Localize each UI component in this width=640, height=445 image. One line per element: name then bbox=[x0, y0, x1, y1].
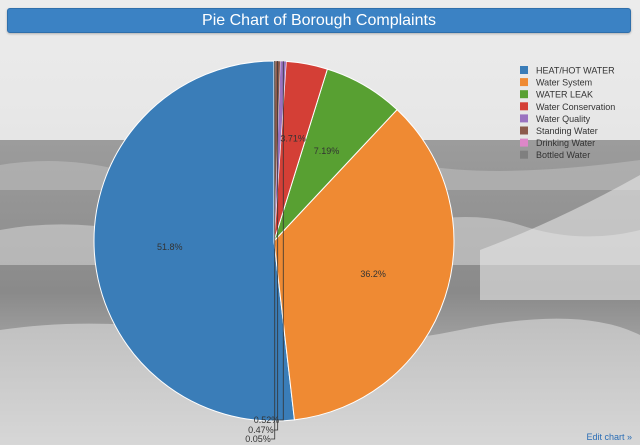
edit-chart-link[interactable]: Edit chart » bbox=[586, 432, 632, 442]
legend-label-water-system[interactable]: Water System bbox=[536, 78, 592, 88]
legend: HEAT/HOT WATER Water System WATER LEAK Wate… bbox=[520, 66, 615, 160]
legend-label-drinking-water[interactable]: Drinking Water bbox=[536, 138, 595, 148]
legend-swatch-drinking-water bbox=[520, 138, 528, 147]
legend-swatch-water-quality bbox=[520, 114, 528, 123]
legend-swatch-bottled-water bbox=[520, 150, 528, 159]
slice-label-standing-water: 0.47% bbox=[248, 425, 274, 435]
pie-slice-water-system[interactable] bbox=[273, 108, 455, 421]
slice-label-drinking-water: 0.05% bbox=[245, 434, 271, 444]
legend-swatch-water-conservation bbox=[520, 102, 528, 111]
pie-slices bbox=[93, 60, 455, 422]
legend-label-standing-water[interactable]: Standing Water bbox=[536, 126, 598, 136]
slice-label-water-quality: 0.52% bbox=[254, 415, 280, 425]
slice-label-water-leak: 7.19% bbox=[314, 146, 340, 156]
slice-label-water-system: 36.2% bbox=[360, 269, 386, 279]
legend-swatch-heat-hot-water bbox=[520, 66, 528, 74]
legend-label-bottled-water[interactable]: Bottled Water bbox=[536, 150, 590, 160]
legend-label-heat-hot-water[interactable]: HEAT/HOT WATER bbox=[536, 66, 615, 76]
legend-label-water-quality[interactable]: Water Quality bbox=[536, 114, 591, 124]
pie-labels: 51.8% 36.2% 7.19% 3.71% 0.52%0.47%0.05% bbox=[157, 133, 386, 444]
slice-label-water-conservation: 3.71% bbox=[280, 133, 306, 143]
slice-label-heat-hot-water: 51.8% bbox=[157, 242, 183, 252]
pie-slice-heat-hot-water[interactable] bbox=[93, 60, 295, 422]
legend-swatch-water-leak bbox=[520, 90, 528, 99]
chart-title: Pie Chart of Borough Complaints bbox=[7, 8, 631, 33]
leader-line-water-quality bbox=[279, 61, 284, 421]
pie-leader-lines bbox=[270, 61, 284, 440]
leader-line-drinking-water bbox=[270, 61, 276, 440]
legend-label-water-leak[interactable]: WATER LEAK bbox=[536, 90, 593, 100]
legend-label-water-conservation[interactable]: Water Conservation bbox=[536, 102, 615, 112]
legend-swatch-standing-water bbox=[520, 126, 528, 135]
legend-swatch-water-system bbox=[520, 78, 528, 87]
